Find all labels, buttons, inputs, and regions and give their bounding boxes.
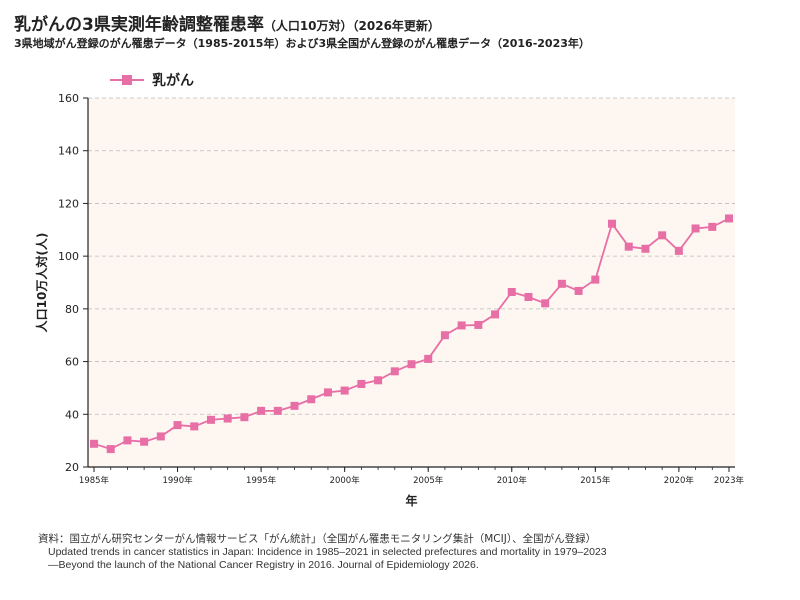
data-point bbox=[106, 445, 115, 454]
x-tick-label: 2005年 bbox=[413, 475, 444, 486]
data-point bbox=[708, 222, 717, 231]
data-point bbox=[123, 436, 132, 445]
data-point bbox=[457, 321, 466, 330]
data-point bbox=[223, 414, 232, 423]
source-line-3: —Beyond the launch of the National Cance… bbox=[48, 559, 479, 571]
source-line-1: 資料：国立がん研究センターがん情報サービス「がん統計」（全国がん罹患モニタリング… bbox=[38, 533, 597, 545]
data-point bbox=[374, 376, 383, 385]
data-point bbox=[273, 406, 282, 415]
data-point bbox=[290, 401, 299, 410]
x-tick-label: 1995年 bbox=[246, 475, 277, 486]
data-point bbox=[608, 219, 617, 228]
x-tick-label: 1985年 bbox=[79, 475, 110, 486]
y-tick-label: 40 bbox=[65, 408, 79, 421]
legend-marker-icon bbox=[110, 75, 144, 85]
data-point bbox=[206, 415, 215, 424]
data-point bbox=[340, 386, 349, 395]
data-point bbox=[507, 287, 516, 296]
source-note: 資料：国立がん研究センターがん情報サービス「がん統計」（全国がん罹患モニタリング… bbox=[38, 533, 607, 572]
data-point bbox=[173, 421, 182, 430]
data-point bbox=[440, 331, 449, 340]
x-tick-label: 2015年 bbox=[580, 475, 611, 486]
x-tick-label: 2010年 bbox=[497, 475, 528, 486]
y-tick-label: 20 bbox=[65, 461, 79, 474]
y-tick-label: 120 bbox=[58, 197, 79, 210]
data-point bbox=[591, 275, 600, 284]
x-axis-label: 年 bbox=[405, 493, 417, 508]
data-point bbox=[90, 439, 98, 448]
data-point bbox=[524, 292, 533, 301]
data-point bbox=[658, 231, 667, 240]
data-point bbox=[240, 413, 249, 422]
plot-area bbox=[88, 98, 735, 467]
chart-legend: 乳がん bbox=[110, 70, 194, 90]
legend-label: 乳がん bbox=[152, 73, 194, 89]
y-tick-label: 140 bbox=[58, 145, 79, 158]
data-point bbox=[156, 432, 165, 441]
source-line-2: Updated trends in cancer statistics in J… bbox=[48, 546, 607, 558]
data-point bbox=[323, 388, 332, 397]
chart-title: 乳がんの3県実測年齢調整罹患率（人口10万対）（2026年更新） bbox=[14, 10, 440, 35]
data-point bbox=[190, 422, 199, 431]
data-point bbox=[541, 299, 550, 308]
data-point bbox=[357, 379, 366, 388]
y-tick-label: 160 bbox=[58, 92, 79, 105]
data-point bbox=[674, 246, 683, 255]
data-point bbox=[491, 310, 500, 319]
x-tick-label: 2000年 bbox=[330, 475, 361, 486]
data-point bbox=[557, 279, 566, 288]
data-point bbox=[257, 406, 266, 415]
data-point bbox=[307, 395, 316, 404]
chart-subtitle: 3県地域がん登録のがん罹患データ（1985-2015年）および3県全国がん登録の… bbox=[14, 37, 590, 50]
data-point bbox=[691, 224, 700, 233]
chart-title-main: 乳がんの3県実測年齢調整罹患率 bbox=[14, 15, 264, 35]
y-tick-label: 60 bbox=[65, 356, 79, 369]
x-tick-label: 1990年 bbox=[162, 475, 193, 486]
chart-title-suffix: （人口10万対）（2026年更新） bbox=[263, 19, 440, 33]
data-point bbox=[390, 367, 399, 376]
y-tick-label: 80 bbox=[65, 303, 79, 316]
data-point bbox=[624, 242, 633, 251]
x-tick-label: 2020年 bbox=[664, 475, 695, 486]
data-point bbox=[641, 244, 650, 253]
data-point bbox=[424, 354, 433, 363]
data-point bbox=[574, 286, 583, 295]
data-point bbox=[474, 320, 483, 329]
x-tick-label: 2023年 bbox=[714, 475, 745, 486]
data-point bbox=[140, 437, 149, 446]
data-point bbox=[725, 214, 733, 223]
y-tick-label: 100 bbox=[58, 250, 79, 263]
data-point bbox=[407, 360, 416, 369]
y-axis-label: 人口10万人対(人) bbox=[34, 233, 49, 333]
